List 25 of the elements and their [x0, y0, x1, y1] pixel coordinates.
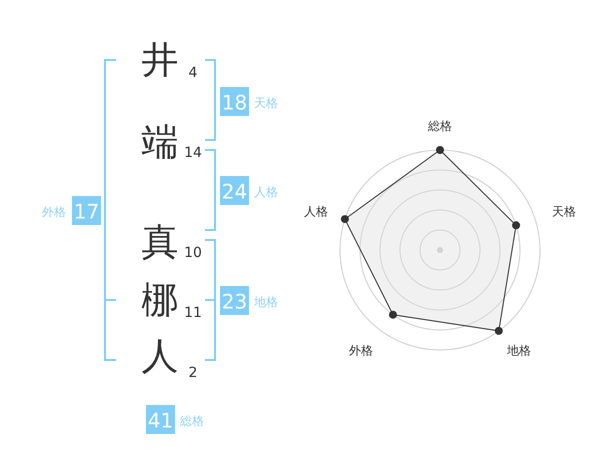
data-label: 14	[184, 145, 202, 161]
data-label: 24	[222, 180, 248, 204]
category-label: 人格	[254, 185, 278, 199]
data-label: 10	[184, 245, 202, 261]
spoke-label: 天格	[552, 204, 576, 219]
category-label: 地格	[253, 295, 278, 309]
category-label: 天格	[254, 96, 278, 110]
category-label: 外格	[42, 205, 66, 219]
data-label: 23	[222, 290, 248, 314]
data-label: 17	[74, 200, 100, 224]
data-label: 2	[188, 365, 198, 381]
category-label: 総格	[179, 414, 204, 428]
data-label: 41	[148, 408, 174, 432]
spoke-label: 総格	[427, 119, 452, 133]
data-label: 4	[188, 65, 198, 81]
category-label: 端	[142, 120, 178, 164]
category-label: 真	[142, 220, 178, 264]
data-label: 18	[222, 90, 248, 114]
category-label: 梛	[142, 278, 178, 322]
spoke-label: 人格	[304, 204, 328, 219]
category-label: 井	[142, 38, 178, 82]
category-label: 人	[142, 334, 178, 378]
spoke-label: 外格	[349, 343, 374, 358]
data-label: 11	[184, 305, 202, 321]
spoke-label: 地格	[506, 343, 531, 358]
